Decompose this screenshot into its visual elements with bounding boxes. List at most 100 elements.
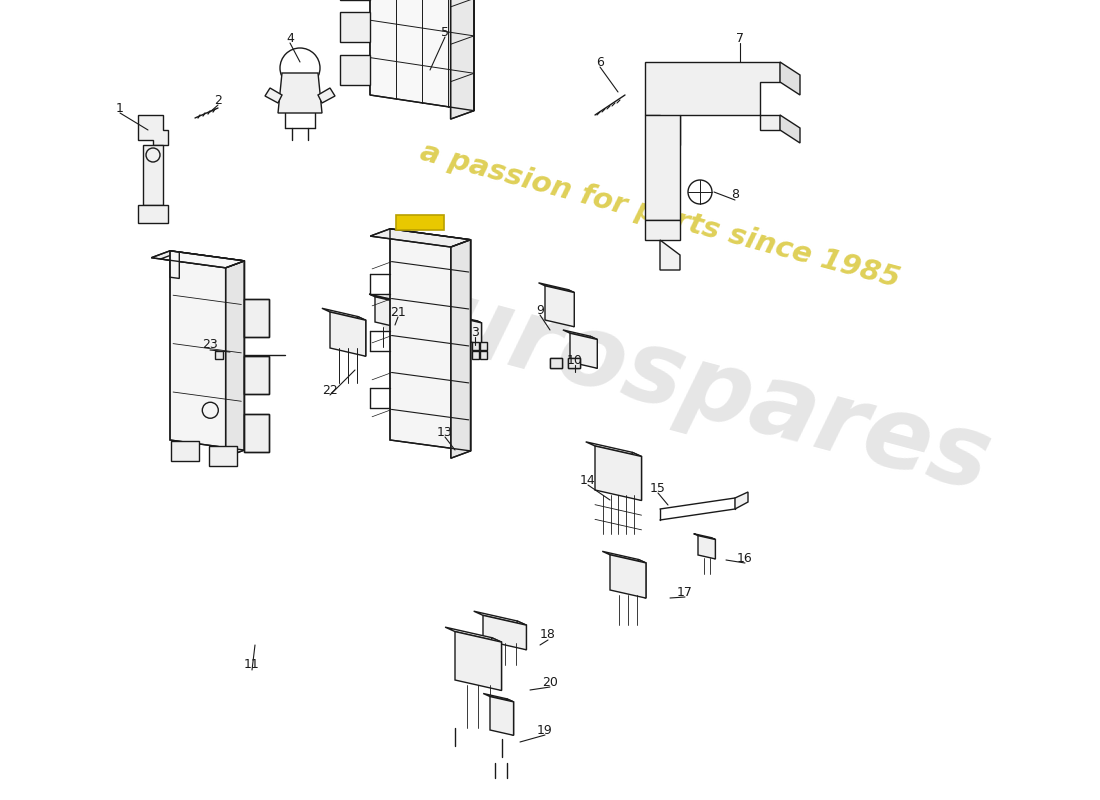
Polygon shape [458, 316, 482, 323]
Text: 18: 18 [540, 629, 556, 642]
Text: 19: 19 [537, 723, 553, 737]
Text: 20: 20 [542, 675, 558, 689]
Polygon shape [780, 115, 800, 143]
Polygon shape [645, 115, 680, 220]
Bar [244, 357, 270, 394]
Text: 4: 4 [286, 31, 294, 45]
Polygon shape [170, 250, 244, 450]
Bar [244, 299, 270, 338]
Polygon shape [161, 252, 244, 268]
Text: 1: 1 [117, 102, 124, 114]
Polygon shape [451, 240, 471, 458]
Text: eurospares: eurospares [364, 255, 1000, 513]
Polygon shape [370, 0, 474, 110]
Polygon shape [698, 536, 715, 559]
Text: 7: 7 [736, 31, 744, 45]
Bar [172, 442, 199, 462]
Bar [244, 357, 270, 394]
Polygon shape [539, 282, 574, 293]
Text: 9: 9 [536, 303, 543, 317]
Polygon shape [462, 318, 482, 345]
Text: 16: 16 [737, 551, 752, 565]
Bar [550, 358, 562, 368]
Polygon shape [638, 559, 646, 598]
Bar [480, 351, 487, 359]
Bar [214, 351, 223, 359]
Polygon shape [570, 333, 597, 368]
Polygon shape [595, 446, 641, 501]
Text: 2: 2 [214, 94, 222, 106]
Polygon shape [322, 308, 365, 320]
Text: 3: 3 [471, 326, 478, 338]
Bar [568, 358, 580, 368]
Bar [480, 342, 487, 350]
Polygon shape [492, 638, 502, 690]
Polygon shape [507, 699, 514, 735]
Bar [244, 299, 270, 338]
Polygon shape [610, 555, 646, 598]
Bar [244, 414, 270, 452]
Text: 14: 14 [580, 474, 596, 486]
Polygon shape [455, 632, 502, 690]
Polygon shape [392, 299, 398, 327]
Polygon shape [780, 62, 800, 95]
Polygon shape [694, 534, 715, 539]
Polygon shape [474, 611, 527, 625]
Polygon shape [330, 312, 365, 356]
Bar [209, 446, 236, 466]
Polygon shape [371, 229, 471, 247]
Polygon shape [711, 538, 715, 559]
Polygon shape [451, 0, 474, 119]
Bar [143, 145, 163, 205]
Polygon shape [563, 330, 597, 339]
Polygon shape [735, 492, 748, 509]
Polygon shape [568, 290, 574, 326]
Polygon shape [660, 240, 680, 270]
Polygon shape [544, 286, 574, 326]
Polygon shape [632, 452, 641, 501]
Polygon shape [603, 551, 646, 563]
Text: 21: 21 [390, 306, 406, 318]
Text: 23: 23 [202, 338, 218, 351]
Bar [340, 12, 370, 42]
Text: 13: 13 [437, 426, 453, 438]
Polygon shape [138, 115, 168, 145]
Text: 8: 8 [732, 189, 739, 202]
Polygon shape [645, 220, 680, 240]
Bar [138, 205, 168, 223]
Text: 5: 5 [441, 26, 449, 38]
Polygon shape [490, 697, 514, 735]
Polygon shape [446, 627, 502, 642]
Bar [396, 214, 444, 230]
Polygon shape [370, 294, 398, 302]
Bar [244, 414, 270, 452]
Polygon shape [265, 88, 282, 103]
Text: 15: 15 [650, 482, 666, 494]
Text: 6: 6 [596, 55, 604, 69]
Bar [340, 54, 370, 85]
Polygon shape [390, 229, 471, 451]
Polygon shape [278, 73, 322, 113]
Polygon shape [590, 336, 597, 368]
Polygon shape [170, 250, 179, 278]
Text: a passion for parts since 1985: a passion for parts since 1985 [417, 138, 903, 294]
Text: 11: 11 [244, 658, 260, 671]
Polygon shape [645, 62, 780, 145]
Text: 17: 17 [678, 586, 693, 598]
Polygon shape [483, 615, 527, 650]
Text: 10: 10 [568, 354, 583, 366]
Polygon shape [151, 250, 244, 268]
Polygon shape [483, 694, 514, 702]
Bar [568, 358, 580, 368]
Polygon shape [477, 321, 482, 345]
Polygon shape [375, 297, 398, 327]
Polygon shape [318, 88, 336, 103]
Polygon shape [358, 317, 365, 356]
Polygon shape [226, 261, 244, 457]
Polygon shape [585, 442, 641, 457]
Bar [472, 351, 478, 359]
Text: 22: 22 [322, 383, 338, 397]
Bar [472, 342, 478, 350]
Bar [550, 358, 562, 368]
Polygon shape [517, 621, 527, 650]
